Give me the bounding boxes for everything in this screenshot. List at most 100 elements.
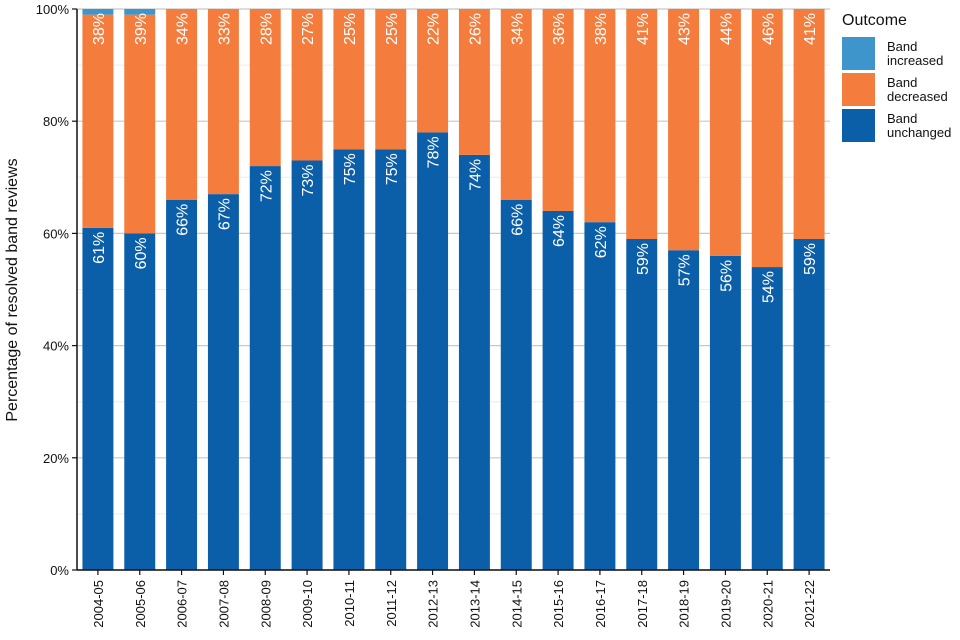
x-tick-label: 2017-18: [635, 580, 650, 628]
bar-band-unchanged: [542, 210, 574, 570]
bar-band-unchanged: [291, 160, 323, 570]
bar-data-label: 28%: [258, 13, 275, 45]
x-tick-label: 2010-11: [342, 580, 357, 627]
legend-label: decreased: [887, 89, 948, 104]
bar-band-decreased: [542, 9, 574, 211]
bar-data-label: 75%: [384, 153, 401, 185]
x-tick-label: 2004-05: [91, 580, 106, 628]
bar-band-unchanged: [417, 132, 449, 571]
legend-swatch: [842, 109, 875, 142]
x-tick-label: 2015-16: [551, 580, 566, 628]
bar-band-decreased: [207, 9, 239, 195]
x-tick-label: 2011-12: [384, 580, 399, 627]
bar-data-label: 74%: [467, 159, 484, 191]
x-tick-label: 2013-14: [467, 580, 482, 628]
bar-data-label: 59%: [635, 243, 652, 275]
y-tick-label: 0%: [50, 563, 69, 578]
x-tick-label: 2016-17: [593, 580, 608, 628]
bar-band-decreased: [626, 9, 658, 240]
x-tick-label: 2012-13: [426, 580, 441, 628]
bar-data-label: 41%: [635, 13, 652, 45]
x-tick-label: 2009-10: [300, 580, 315, 628]
legend-label: Band: [887, 111, 917, 126]
y-tick-labels: 0% 20% 40% 60% 80% 100%: [36, 2, 77, 578]
bar-band-decreased: [375, 9, 407, 150]
bar-data-label: 22%: [426, 13, 443, 45]
axes: [76, 9, 830, 571]
bar-band-unchanged: [626, 239, 658, 570]
x-tick-labels: 2004-05 2005-06 2006-07 2007-08 2008-09 2009-…: [91, 570, 817, 628]
bar-band-decreased: [751, 9, 783, 268]
bar-data-label: 46%: [760, 13, 777, 45]
legend-label: Band: [887, 75, 917, 90]
bar-band-decreased: [458, 9, 490, 155]
bar-band-unchanged: [333, 149, 365, 570]
gridlines: [77, 8, 830, 571]
bar-data-label: 60%: [133, 237, 150, 269]
bar-band-unchanged: [375, 149, 407, 570]
x-tick-label: 2020-21: [760, 580, 775, 628]
bar-band-decreased: [124, 14, 156, 234]
bar-band-unchanged: [500, 199, 532, 571]
bar-data-label: 66%: [509, 204, 526, 236]
bar-data-label: 66%: [175, 204, 192, 236]
bar-band-decreased: [291, 9, 323, 161]
bar-data-label: 57%: [677, 254, 694, 286]
bar-band-unchanged: [124, 233, 156, 570]
bar-data-label: 36%: [551, 13, 568, 45]
bar-data-label: 25%: [342, 13, 359, 45]
bar-band-decreased: [333, 9, 365, 150]
bar-band-unchanged: [82, 227, 114, 571]
bar-data-label: 25%: [384, 13, 401, 45]
bar-band-increased: [124, 9, 156, 15]
bar-band-unchanged: [249, 166, 281, 570]
bar-band-decreased: [668, 9, 700, 251]
bar-data-label: 26%: [467, 13, 484, 45]
bar-band-increased: [82, 9, 114, 15]
y-tick-label: 40%: [43, 339, 69, 354]
bar-band-unchanged: [668, 250, 700, 571]
x-tick-label: 2021-22: [802, 580, 817, 628]
x-tick-label: 2007-08: [216, 580, 231, 628]
bar-band-decreased: [417, 9, 449, 133]
x-tick-label: 2019-20: [718, 580, 733, 628]
bar-band-decreased: [793, 9, 825, 240]
bar-data-label: 61%: [91, 232, 108, 264]
y-tick-label: 20%: [43, 451, 69, 466]
x-tick-label: 2006-07: [175, 580, 190, 628]
y-axis-label: Percentage of resolved band reviews: [4, 158, 21, 421]
bar-data-label: 41%: [802, 13, 819, 45]
bar-data-label: 67%: [216, 198, 233, 230]
bar-band-unchanged: [166, 199, 198, 571]
bar-data-label: 27%: [300, 13, 317, 45]
bar-band-decreased: [709, 9, 741, 256]
legend-swatch: [842, 73, 875, 106]
bar-data-label: 64%: [551, 215, 568, 247]
bar-data-label: 73%: [300, 164, 317, 196]
x-tick-label: 2018-19: [677, 580, 692, 628]
bar-data-label: 44%: [718, 13, 735, 45]
bar-data-label: 56%: [718, 260, 735, 292]
bar-band-unchanged: [584, 222, 616, 570]
bar-data-label: 34%: [509, 13, 526, 45]
bar-band-decreased: [500, 9, 532, 200]
bar-data-label: 34%: [175, 13, 192, 45]
bar-data-label: 33%: [216, 13, 233, 45]
legend-swatch: [842, 37, 875, 70]
y-tick-label: 60%: [43, 226, 69, 241]
bar-data-label: 38%: [91, 13, 108, 45]
bar-band-unchanged: [207, 194, 239, 570]
y-tick-label: 100%: [36, 2, 70, 17]
bar-band-decreased: [584, 9, 616, 223]
bar-band-unchanged: [793, 239, 825, 570]
x-tick-label: 2008-09: [258, 580, 273, 628]
bar-band-decreased: [249, 9, 281, 167]
legend-label: unchanged: [887, 125, 951, 140]
bar-band-decreased: [166, 9, 198, 200]
bar-data-label: 43%: [677, 13, 694, 45]
legend-label: Band: [887, 39, 917, 54]
x-tick-label: 2005-06: [133, 580, 148, 628]
bar-band-unchanged: [458, 154, 490, 571]
bar-data-label: 54%: [760, 271, 777, 303]
bar-labels: 61% 38% 60% 39% 66% 34% 67% 33% 72% 28% 73% 27% 75% 2…: [91, 13, 819, 303]
